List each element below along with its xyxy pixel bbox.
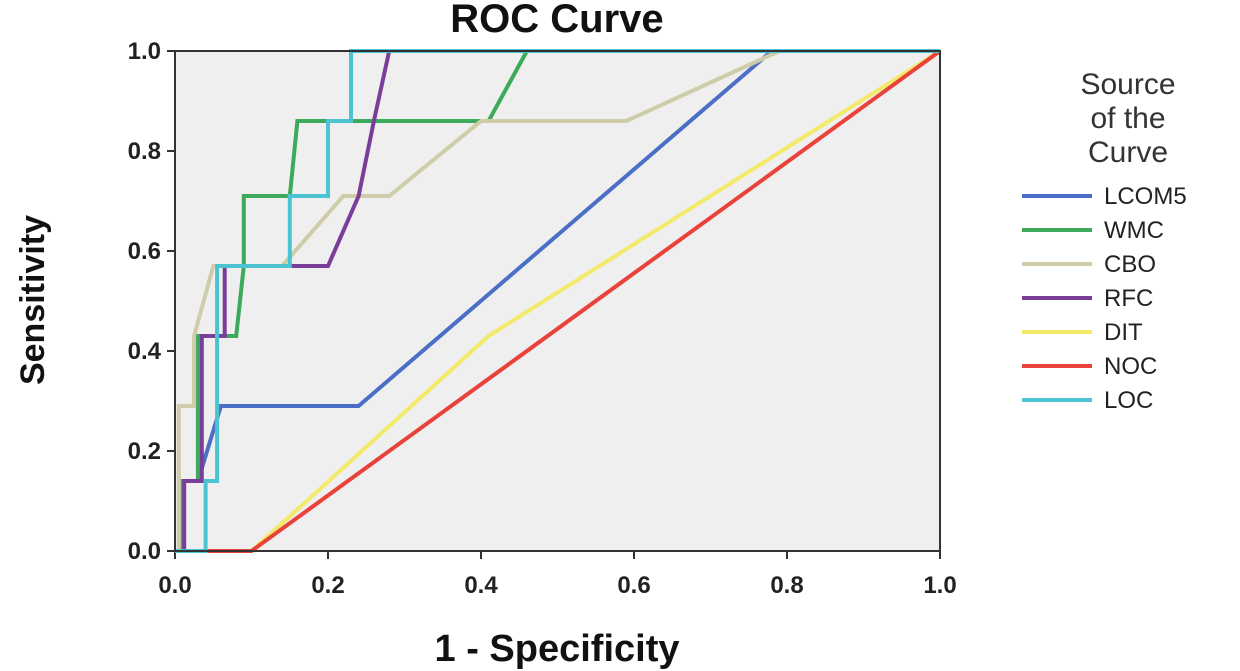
legend-label-loc: LOC (1104, 387, 1153, 414)
x-tick-label: 0.8 (770, 572, 803, 599)
legend-title-line-3: Curve (1088, 136, 1168, 169)
legend-title-line-2: of the (1090, 102, 1165, 135)
legend-title-line-1: Source (1080, 68, 1175, 101)
y-tick-label: 0.8 (128, 138, 161, 165)
x-axis-label: 1 - Specificity (435, 628, 680, 670)
y-tick-label: 0.0 (128, 538, 161, 565)
y-tick-label: 1.0 (128, 38, 161, 65)
y-tick-label: 0.4 (128, 338, 162, 365)
x-tick-label: 0.0 (158, 572, 191, 599)
x-axis-ticks: 0.0 0.2 0.4 0.6 0.8 1.0 (158, 551, 957, 599)
x-tick-label: 0.4 (464, 572, 498, 599)
plot-frame (174, 50, 941, 552)
legend-label-noc: NOC (1104, 353, 1157, 380)
chart-title: ROC Curve (450, 0, 663, 41)
plot-area (175, 51, 940, 551)
x-tick-label: 1.0 (923, 572, 956, 599)
y-tick-label: 0.6 (128, 238, 161, 265)
legend-label-dit: DIT (1104, 319, 1143, 346)
legend-items: LCOM5 WMC CBO RFC DIT NOC LOC (1022, 183, 1187, 414)
y-axis-ticks: 0.0 0.2 0.4 0.6 0.8 1.0 (128, 38, 175, 565)
x-tick-label: 0.6 (617, 572, 650, 599)
series-line-rfc (175, 49, 940, 553)
legend-label-wmc: WMC (1104, 217, 1164, 244)
x-tick-label: 0.2 (311, 572, 344, 599)
series-line-loc (175, 49, 940, 553)
y-tick-label: 0.2 (128, 438, 161, 465)
legend: Source of the Curve LCOM5 WMC CBO RFC DIT NOC… (1022, 68, 1187, 414)
legend-label-rfc: RFC (1104, 285, 1153, 312)
legend-label-lcom5: LCOM5 (1104, 183, 1187, 210)
y-axis-label: Sensitivity (14, 215, 52, 385)
legend-label-cbo: CBO (1104, 251, 1156, 278)
